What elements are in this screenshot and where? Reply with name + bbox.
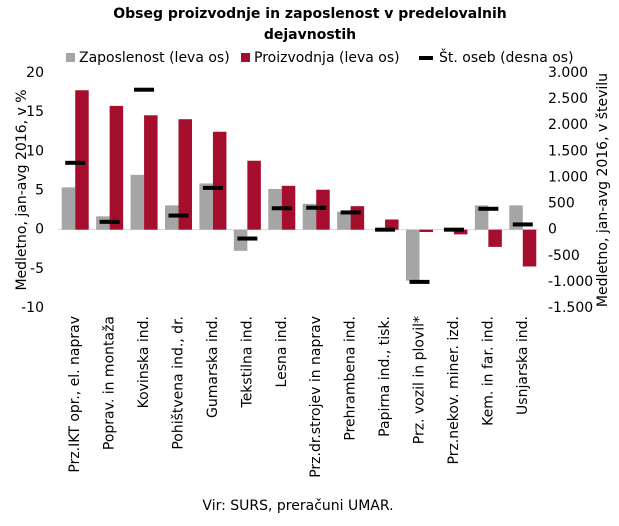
x-tick-label: Gumarska ind. bbox=[205, 316, 221, 418]
marker bbox=[271, 206, 292, 211]
bar bbox=[61, 187, 76, 230]
x-tick-label: Prehrambena ind. bbox=[343, 316, 359, 441]
x-tick-label: Usnjarska ind. bbox=[515, 316, 531, 415]
y2-tick-label: 1.500 bbox=[548, 143, 588, 159]
y-tick-label: -5 bbox=[30, 261, 44, 277]
marker bbox=[306, 205, 327, 210]
x-tick-label: Lesna ind. bbox=[274, 316, 290, 387]
y-tick-label: 20 bbox=[26, 65, 44, 81]
marker bbox=[375, 227, 396, 232]
y-tick-label: 15 bbox=[26, 104, 44, 120]
bar bbox=[474, 205, 489, 230]
y2-tick-label: 500 bbox=[548, 196, 575, 212]
bar bbox=[302, 203, 317, 230]
source: Vir: SURS, preračuni UMAR. bbox=[202, 498, 393, 514]
bar bbox=[109, 105, 124, 230]
y2-tick-label: 2.000 bbox=[548, 117, 588, 133]
y2-tick-label: 3.000 bbox=[548, 65, 588, 81]
marker bbox=[168, 213, 189, 218]
marker bbox=[65, 160, 86, 165]
bar bbox=[350, 206, 365, 230]
marker bbox=[99, 219, 120, 224]
y2-tick-label: -1.500 bbox=[548, 300, 593, 316]
bar bbox=[75, 90, 89, 230]
marker bbox=[512, 222, 533, 227]
bar bbox=[337, 211, 351, 230]
legend-label: Proizvodnja (leva os) bbox=[254, 50, 400, 66]
marker bbox=[340, 210, 361, 215]
y-tick-label: 10 bbox=[26, 143, 44, 159]
y-axis-label: Medletno, jan-avg 2016, v % bbox=[14, 89, 30, 290]
y-tick-label: -10 bbox=[21, 300, 44, 316]
bar bbox=[488, 229, 502, 247]
marker bbox=[443, 227, 464, 232]
marker bbox=[409, 279, 430, 284]
marker bbox=[202, 185, 223, 190]
bar bbox=[212, 131, 227, 230]
legend-marker bbox=[66, 53, 75, 62]
bar bbox=[453, 229, 468, 235]
bar bbox=[199, 183, 213, 230]
y-tick-label: 5 bbox=[35, 183, 44, 199]
bar bbox=[247, 160, 261, 230]
y2-axis-label: Medletno, jan-avg 2016, v številu bbox=[595, 73, 611, 307]
x-tick-label: Papirna ind., tisk. bbox=[377, 316, 393, 437]
y-tick-label: 0 bbox=[35, 222, 44, 238]
bar bbox=[130, 174, 145, 230]
bar bbox=[178, 119, 192, 230]
legend-label: Št. oseb (desna os) bbox=[439, 48, 574, 66]
marker bbox=[478, 206, 499, 211]
x-tick-label: Poprav. in montaža bbox=[102, 316, 118, 450]
marker bbox=[237, 236, 258, 241]
x-tick-label: Tekstilna ind. bbox=[239, 316, 255, 408]
legend-label: Zaposlenost (leva os) bbox=[79, 50, 230, 66]
x-tick-label: Prz.nekov. miner. izd. bbox=[446, 316, 462, 464]
marker bbox=[134, 87, 155, 92]
y2-tick-label: -500 bbox=[548, 248, 580, 264]
bar bbox=[385, 219, 399, 230]
legend-marker bbox=[419, 56, 433, 60]
chart-title: Obseg proizvodnje in zaposlenost v prede… bbox=[113, 6, 507, 43]
x-tick-label: Prz.dr.strojev in naprav bbox=[308, 316, 324, 478]
bar bbox=[522, 229, 537, 267]
x-tick-label: Pohištvena ind., dr. bbox=[171, 316, 187, 450]
x-tick-label: Kem. in far. ind. bbox=[480, 316, 496, 426]
bar bbox=[406, 229, 420, 281]
bar bbox=[419, 229, 433, 233]
y2-tick-label: 1.000 bbox=[548, 169, 588, 185]
x-tick-label: Prz.IKT opr., el. naprav bbox=[67, 316, 83, 473]
y2-tick-label: -1.000 bbox=[548, 274, 593, 290]
y2-tick-label: 0 bbox=[548, 222, 557, 238]
x-tick-label: Kovinska ind. bbox=[136, 316, 152, 408]
x-tick-label: Prz. vozil in plovil* bbox=[412, 316, 428, 444]
bar bbox=[144, 115, 158, 230]
y2-tick-label: 2.500 bbox=[548, 91, 588, 107]
legend-marker bbox=[241, 53, 250, 62]
